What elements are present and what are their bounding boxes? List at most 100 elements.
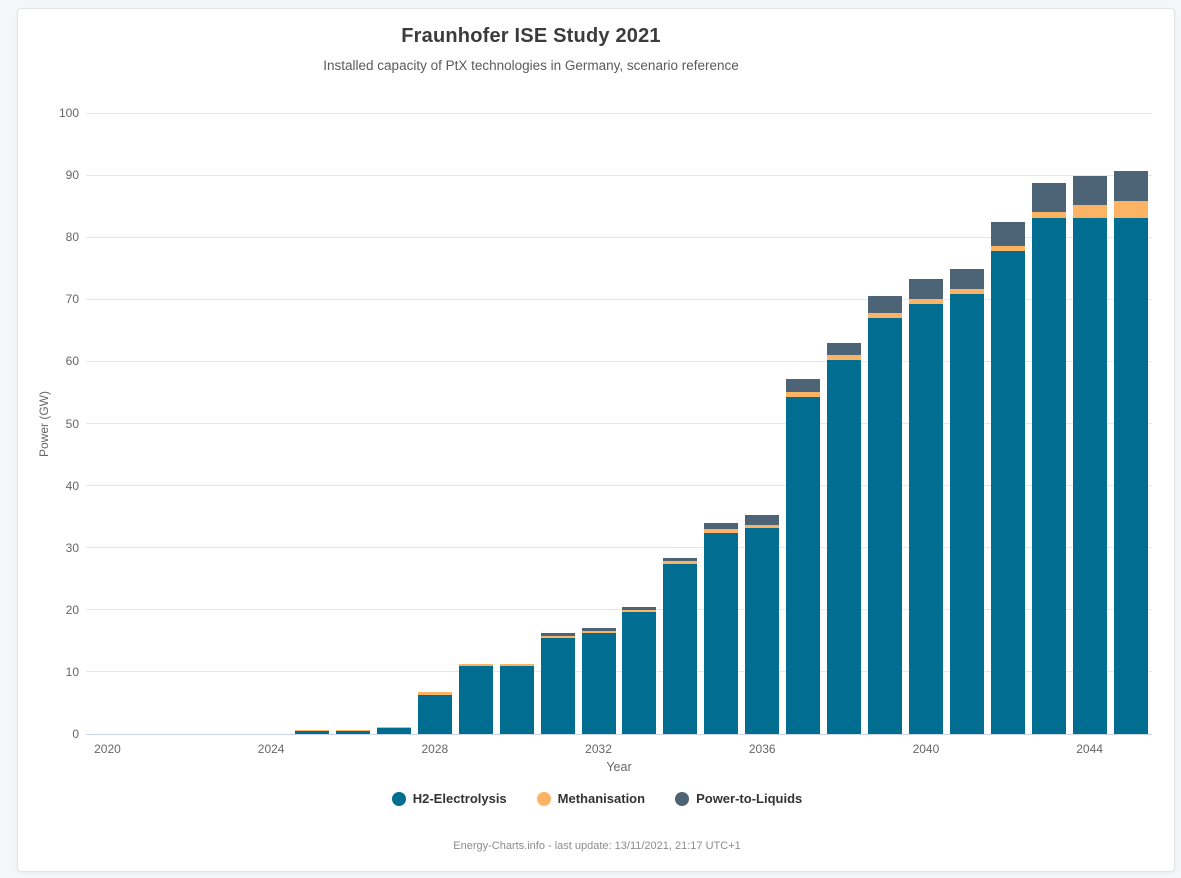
bar-power-to-liquids-2033[interactable] xyxy=(622,606,657,610)
gridline xyxy=(86,236,1152,238)
bar-power-to-liquids-2042[interactable] xyxy=(990,221,1025,246)
bar-methanisation-2035[interactable] xyxy=(704,529,739,533)
x-axis-tick-label: 2028 xyxy=(421,742,449,756)
bar-methanisation-2038[interactable] xyxy=(827,355,862,361)
bar-h2-electrolysis-2028[interactable] xyxy=(417,694,452,734)
legend-item-h2-electrolysis[interactable]: H2-Electrolysis xyxy=(391,791,507,806)
gridline xyxy=(86,671,1152,673)
y-axis-tick-label: 10 xyxy=(65,664,79,679)
legend-label-methanisation: Methanisation xyxy=(557,791,646,806)
x-axis-tick-label: 2032 xyxy=(585,742,612,756)
bar-methanisation-2028[interactable] xyxy=(417,692,452,695)
bar-h2-electrolysis-2034[interactable] xyxy=(663,564,698,734)
bar-h2-electrolysis-2027[interactable] xyxy=(376,728,411,734)
bar-h2-electrolysis-2025[interactable] xyxy=(295,730,330,734)
y-axis-tick-label: 50 xyxy=(65,416,79,431)
gridline xyxy=(86,360,1152,362)
bar-h2-electrolysis-2045[interactable] xyxy=(1113,217,1148,734)
legend-item-methanisation[interactable]: Methanisation xyxy=(536,791,646,806)
x-axis-tick-label: 2036 xyxy=(748,742,776,756)
gridline xyxy=(86,609,1152,611)
bar-power-to-liquids-2039[interactable] xyxy=(868,296,902,313)
bar-power-to-liquids-2045[interactable] xyxy=(1113,171,1148,202)
y-axis-tick-label: 0 xyxy=(72,727,79,741)
x-axis-title: Year xyxy=(606,760,632,774)
bar-methanisation-2036[interactable] xyxy=(745,524,780,529)
y-axis-title: Power (GW) xyxy=(37,391,51,457)
bar-h2-electrolysis-2030[interactable] xyxy=(499,666,534,734)
bar-methanisation-2040[interactable] xyxy=(908,298,943,304)
y-axis-tick-label: 90 xyxy=(65,168,79,183)
gridline xyxy=(86,112,1152,114)
bar-h2-electrolysis-2035[interactable] xyxy=(704,532,739,734)
x-axis-tick-label: 2020 xyxy=(94,742,121,756)
bar-power-to-liquids-2037[interactable] xyxy=(786,378,821,392)
credit-text: Energy-Charts.info - last update: 13/11/… xyxy=(453,840,741,852)
bar-h2-electrolysis-2039[interactable] xyxy=(868,317,902,734)
bar-h2-electrolysis-2043[interactable] xyxy=(1031,217,1066,734)
bar-power-to-liquids-2035[interactable] xyxy=(704,522,739,530)
bar-methanisation-2029[interactable] xyxy=(458,663,493,667)
bar-power-to-liquids-2040[interactable] xyxy=(908,279,943,299)
bar-methanisation-2044[interactable] xyxy=(1072,204,1107,218)
bar-h2-electrolysis-2032[interactable] xyxy=(581,633,616,734)
gridline xyxy=(86,298,1152,300)
y-axis-tick-label: 80 xyxy=(65,230,79,245)
bar-h2-electrolysis-2033[interactable] xyxy=(622,612,657,734)
gridline xyxy=(86,423,1152,424)
y-axis-tick-label: 100 xyxy=(58,106,79,120)
bar-power-to-liquids-2031[interactable] xyxy=(540,632,575,636)
bar-h2-electrolysis-2041[interactable] xyxy=(949,293,984,734)
bar-h2-electrolysis-2026[interactable] xyxy=(336,730,370,734)
bar-methanisation-2041[interactable] xyxy=(949,288,984,294)
x-axis-tick-label: 2024 xyxy=(257,742,285,756)
bar-methanisation-2043[interactable] xyxy=(1031,212,1066,218)
gridline xyxy=(86,174,1152,176)
bar-methanisation-2039[interactable] xyxy=(868,312,902,318)
bar-methanisation-2032[interactable] xyxy=(581,630,616,634)
legend-marker-power-to-liquids-icon xyxy=(675,791,690,806)
x-axis-tick-label: 2040 xyxy=(912,742,940,756)
bar-power-to-liquids-2034[interactable] xyxy=(663,557,698,561)
y-axis-tick-label: 60 xyxy=(65,354,79,369)
bar-h2-electrolysis-2036[interactable] xyxy=(745,528,780,734)
bar-methanisation-2026[interactable] xyxy=(336,729,370,731)
y-axis-tick-label: 40 xyxy=(65,478,79,493)
plot-area: 0 10 20 30 40 50 60 70 80 90 100 2020 2024 2028 2032 20… xyxy=(18,9,1176,873)
bar-methanisation-2030[interactable] xyxy=(499,663,534,667)
bar-h2-electrolysis-2037[interactable] xyxy=(786,396,821,734)
bar-power-to-liquids-2043[interactable] xyxy=(1031,183,1066,213)
x-axis-line xyxy=(86,733,1152,735)
chart-title: Fraunhofer ISE Study 2021 xyxy=(401,25,661,47)
bar-methanisation-2034[interactable] xyxy=(663,560,698,565)
bar-h2-electrolysis-2038[interactable] xyxy=(827,360,862,734)
bar-power-to-liquids-2038[interactable] xyxy=(827,342,862,356)
y-axis-tick-label: 30 xyxy=(65,540,79,555)
bar-methanisation-2033[interactable] xyxy=(622,609,657,613)
gridline xyxy=(86,485,1152,487)
y-axis-tick-label: 20 xyxy=(65,602,79,617)
bar-power-to-liquids-2032[interactable] xyxy=(581,627,616,631)
x-axis-tick-label: 2044 xyxy=(1076,742,1103,756)
legend-label-power-to-liquids: Power-to-Liquids xyxy=(696,791,803,806)
bar-h2-electrolysis-2042[interactable] xyxy=(990,251,1025,734)
bar-h2-electrolysis-2029[interactable] xyxy=(458,666,493,734)
gridline xyxy=(86,547,1152,549)
bar-methanisation-2025[interactable] xyxy=(295,729,330,731)
bar-methanisation-2031[interactable] xyxy=(540,635,575,639)
chart-card: Fraunhofer ISE Study 2021 Installed capa… xyxy=(17,8,1175,872)
legend-item-power-to-liquids[interactable]: Power-to-Liquids xyxy=(675,791,802,806)
bar-methanisation-2045[interactable] xyxy=(1113,201,1148,218)
legend: H2-Electrolysis Methanisation Power-to-Liq… xyxy=(18,791,1176,806)
bar-h2-electrolysis-2044[interactable] xyxy=(1072,217,1107,734)
bar-power-to-liquids-2036[interactable] xyxy=(745,514,780,525)
bar-power-to-liquids-2044[interactable] xyxy=(1072,176,1107,205)
bar-h2-electrolysis-2040[interactable] xyxy=(908,303,943,734)
bar-h2-electrolysis-2031[interactable] xyxy=(540,638,575,734)
bar-methanisation-2027[interactable] xyxy=(376,726,411,729)
legend-marker-h2-electrolysis-icon xyxy=(391,791,406,806)
y-axis-tick-label: 70 xyxy=(65,292,79,307)
bar-methanisation-2042[interactable] xyxy=(990,245,1025,252)
bar-methanisation-2037[interactable] xyxy=(786,391,821,397)
bar-power-to-liquids-2041[interactable] xyxy=(949,268,984,289)
